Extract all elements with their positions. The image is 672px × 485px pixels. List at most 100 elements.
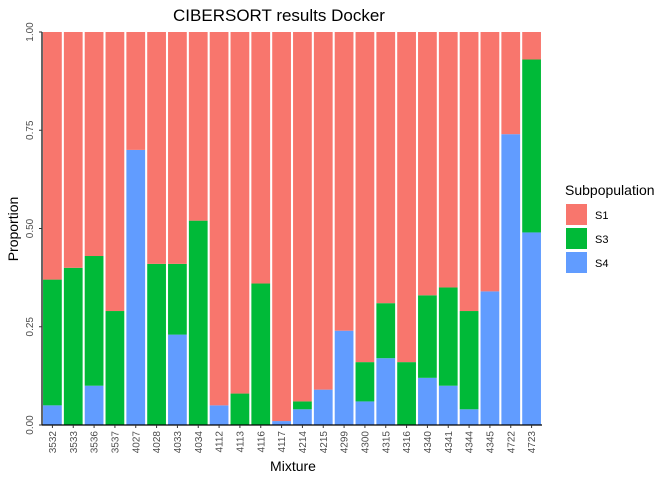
x-tick-label: 4722 — [506, 431, 517, 454]
bar-segment-s1-4344 — [459, 32, 479, 312]
bar-segment-s4-4033 — [168, 334, 187, 425]
bar-segment-s3-4028 — [147, 263, 166, 425]
y-tick-label: 0.00 — [25, 415, 36, 435]
bar-segment-s4-4341 — [438, 385, 458, 425]
bar-segment-s3-3536 — [84, 256, 104, 386]
bar-segment-s1-3537 — [105, 32, 125, 312]
bar-segment-s1-4299 — [334, 32, 354, 331]
bar-segment-s1-4113 — [230, 32, 250, 394]
bar-segment-s1-4345 — [480, 32, 500, 292]
x-tick-label: 4214 — [298, 431, 309, 454]
bar-segment-s4-4214 — [293, 409, 312, 425]
legend: Subpopulation S1 S3 S4 — [565, 182, 655, 273]
legend-title: Subpopulation — [565, 182, 655, 198]
x-tick-label: 4299 — [340, 431, 351, 454]
x-tick-label: 4345 — [485, 431, 496, 454]
bar-segment-s1-4316 — [397, 32, 416, 363]
bar-segment-s4-4723 — [522, 232, 541, 425]
x-tick-label: 3537 — [110, 431, 121, 454]
x-tick-label: 4028 — [152, 431, 163, 454]
bar-segment-s1-3536 — [84, 32, 104, 257]
bar-segment-s4-3536 — [84, 385, 104, 425]
chart-title: CIBERSORT results Docker — [173, 6, 385, 25]
bar-segment-s1-4027 — [126, 32, 146, 150]
x-tick-label: 4034 — [194, 431, 205, 454]
bar-segment-s4-4340 — [418, 377, 437, 425]
bar-segment-s1-4117 — [272, 32, 291, 422]
bar-segment-s3-3533 — [63, 267, 83, 425]
bar-segment-s3-4034 — [188, 220, 208, 425]
bar-segment-s4-4117 — [272, 421, 291, 425]
bar-segment-s4-4112 — [209, 405, 229, 425]
bar-segment-s4-4300 — [355, 401, 375, 425]
bar-segment-s4-4344 — [459, 409, 479, 425]
legend-label-s1: S1 — [595, 210, 608, 222]
bars-layer — [43, 32, 541, 425]
x-tick-label: 4300 — [360, 431, 371, 454]
bar-segment-s3-4316 — [397, 362, 416, 425]
legend-swatch-s3 — [566, 228, 587, 249]
y-tick-label: 0.75 — [25, 120, 36, 140]
x-tick-label: 4116 — [256, 431, 267, 453]
y-tick-label: 0.50 — [25, 218, 36, 238]
bar-segment-s3-4113 — [230, 393, 250, 425]
bar-segment-s1-4723 — [522, 32, 541, 60]
y-tick-label: 0.25 — [25, 317, 36, 337]
bar-segment-s1-4340 — [418, 32, 437, 296]
axes-layer: 0.00 0.25 0.50 0.75 1.00 3532 3533 3536 3537 4027… — [25, 22, 542, 453]
legend-swatch-s4 — [566, 252, 587, 273]
legend-swatch-s1 — [566, 204, 587, 225]
x-tick-label: 4723 — [527, 431, 538, 454]
bar-segment-s3-4340 — [418, 295, 437, 378]
x-tick-label: 4315 — [381, 431, 392, 454]
bar-segment-s3-4214 — [293, 401, 312, 410]
legend-label-s3: S3 — [595, 234, 608, 246]
bar-segment-s3-4341 — [438, 287, 458, 386]
x-tick-label: 4027 — [131, 431, 142, 454]
x-tick-label: 4344 — [465, 431, 476, 454]
bar-segment-s1-3533 — [63, 32, 83, 268]
bar-segment-s1-4116 — [251, 32, 271, 284]
bar-segment-s3-4033 — [168, 263, 187, 335]
bar-segment-s3-3537 — [105, 311, 125, 425]
bar-segment-s4-4299 — [334, 330, 354, 425]
bar-segment-s3-4344 — [459, 311, 479, 410]
bar-segment-s3-4315 — [376, 303, 396, 359]
bar-segment-s1-4033 — [168, 32, 187, 264]
bar-segment-s4-3532 — [43, 405, 62, 425]
bar-segment-s1-4300 — [355, 32, 375, 363]
x-tick-label: 4340 — [423, 431, 434, 454]
y-tick-label: 1.00 — [25, 22, 36, 42]
bar-segment-s3-4723 — [522, 59, 541, 233]
bar-segment-s4-4722 — [501, 134, 521, 425]
x-tick-label: 3533 — [69, 431, 80, 454]
x-tick-label: 3532 — [48, 431, 59, 454]
x-tick-label: 4112 — [215, 431, 226, 453]
bar-segment-s4-4345 — [480, 291, 500, 425]
x-tick-label: 4117 — [277, 431, 288, 453]
x-axis-label: Mixture — [270, 458, 316, 474]
bar-segment-s1-4028 — [147, 32, 166, 264]
bar-segment-s3-4116 — [251, 283, 271, 425]
bar-segment-s1-4341 — [438, 32, 458, 288]
bar-segment-s4-4215 — [313, 389, 333, 425]
x-tick-label: 4316 — [402, 431, 413, 454]
bar-segment-s1-4034 — [188, 32, 208, 221]
bar-segment-s1-4112 — [209, 32, 229, 406]
bar-segment-s1-3532 — [43, 32, 62, 280]
legend-label-s4: S4 — [595, 258, 608, 270]
x-tick-label: 4215 — [319, 431, 330, 454]
x-tick-label: 4033 — [173, 431, 184, 454]
bar-segment-s1-4214 — [293, 32, 312, 402]
bar-segment-s3-4300 — [355, 362, 375, 402]
bar-segment-s4-4315 — [376, 358, 396, 425]
y-axis-label: Proportion — [5, 197, 21, 262]
x-tick-label: 4341 — [444, 431, 455, 454]
bar-segment-s1-4215 — [313, 32, 333, 390]
x-tick-label: 4113 — [235, 431, 246, 453]
x-tick-label: 3536 — [90, 431, 101, 454]
bar-segment-s1-4722 — [501, 32, 521, 135]
bar-segment-s3-3532 — [43, 279, 62, 406]
